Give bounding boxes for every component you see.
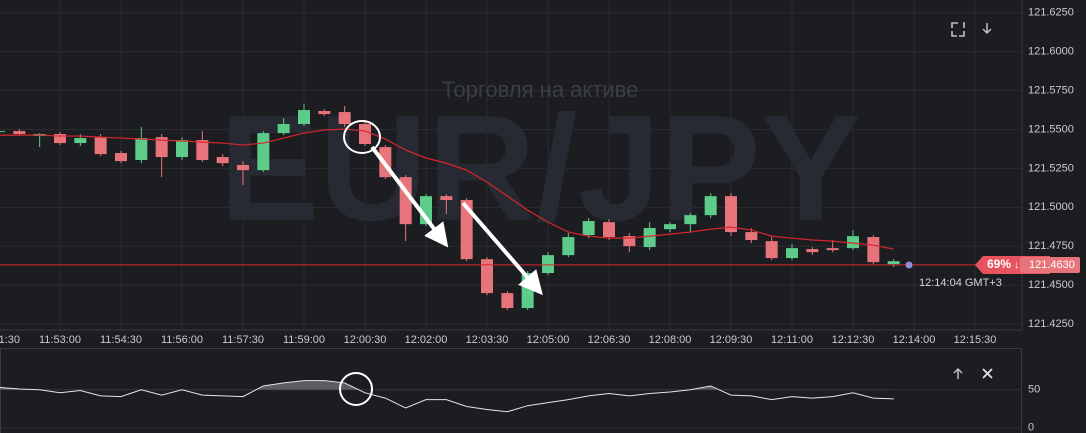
- x-tick-label: 12:00:30: [344, 334, 387, 346]
- candle-body: [887, 261, 900, 265]
- annotation-arrow: [370, 145, 449, 248]
- collapse-button[interactable]: [982, 23, 992, 35]
- oscillator-panel: [0, 348, 1022, 433]
- x-tick-label: 11:54:30: [100, 334, 142, 346]
- candle-body: [115, 153, 127, 162]
- x-tick-label: 12:02:00: [405, 334, 448, 346]
- y-tick-label: 0: [1028, 422, 1034, 433]
- candle-body: [298, 110, 310, 125]
- x-tick-label: 12:06:30: [588, 334, 631, 346]
- moving-average: [0, 128, 894, 250]
- candle-body: [176, 140, 188, 158]
- x-tick-label: 12:09:30: [710, 334, 753, 346]
- candle-body: [582, 221, 595, 236]
- y-tick-label: 121.6000: [1028, 46, 1074, 58]
- price-badge-value: [1020, 257, 1080, 273]
- x-tick-label: 11:56:00: [161, 334, 203, 346]
- x-tick-label: 11:57:30: [222, 334, 264, 346]
- candle-body: [684, 215, 697, 225]
- candle-body: [745, 232, 758, 241]
- candle-body: [542, 255, 554, 274]
- candle-body: [216, 157, 229, 164]
- candle-body: [13, 131, 26, 135]
- fullscreen-icon[interactable]: [951, 22, 965, 37]
- forecast-label: 69%: [987, 257, 1011, 271]
- candle-body: [623, 236, 636, 247]
- y-tick-label: 121.4500: [1028, 279, 1074, 291]
- candle-body: [94, 137, 107, 155]
- x-tick-label: 12:15:30: [954, 334, 997, 346]
- y-tick-label: 121.5750: [1028, 85, 1074, 97]
- candle-body: [847, 236, 859, 249]
- candle-body: [74, 138, 87, 144]
- y-tick-label: 50: [1028, 384, 1040, 396]
- x-tick-label: 11:59:00: [283, 334, 325, 346]
- candle-body: [359, 124, 371, 144]
- candle-body: [54, 134, 66, 144]
- candle-body: [643, 228, 656, 248]
- candle-body: [765, 241, 778, 259]
- candle-body: [867, 237, 880, 263]
- candle-body: [481, 259, 493, 294]
- asset-watermark: EUR/JPY: [219, 84, 861, 252]
- y-tick-label: 121.5500: [1028, 123, 1074, 135]
- candle-body: [338, 112, 351, 125]
- time-label: 12:14:04 GMT+3: [919, 277, 1002, 289]
- y-tick-label: 121.6250: [1028, 7, 1074, 19]
- candle-body: [704, 196, 717, 216]
- close-button[interactable]: [982, 368, 993, 379]
- candle-body: [562, 237, 575, 256]
- candle-body: [460, 200, 473, 260]
- candle-body: [277, 124, 290, 134]
- candle-body: [786, 248, 798, 259]
- y-tick-label: 121.4750: [1028, 240, 1074, 252]
- arrow-down: ↓: [1014, 259, 1020, 271]
- candle-body: [603, 222, 615, 238]
- x-tick-label: 12:08:00: [649, 334, 692, 346]
- candle-body: [0, 131, 5, 133]
- candle-body: [826, 248, 839, 251]
- y-tick-label: 121.4250: [1028, 318, 1074, 330]
- move-up-button[interactable]: [953, 367, 963, 379]
- candle-body: [237, 165, 249, 171]
- annotation-circle: [339, 372, 373, 406]
- candle-body: [155, 137, 168, 158]
- x-tick-label: 12:14:00: [893, 334, 936, 346]
- oscillator-line: [0, 380, 894, 413]
- candle-body: [501, 293, 514, 309]
- x-tick-label: 11:51:30: [0, 334, 20, 346]
- annotation-arrow: [461, 201, 543, 296]
- x-tick-label: 11:53:00: [39, 334, 81, 346]
- x-tick-label: 12:11:00: [771, 334, 813, 346]
- subtitle: Торговля на активе: [442, 77, 639, 102]
- candle-body: [257, 133, 270, 171]
- candle-body: [440, 196, 453, 201]
- x-tick-label: 12:03:30: [466, 334, 509, 346]
- x-tick-label: 12:05:00: [527, 334, 570, 346]
- current-point: [905, 261, 913, 269]
- candle-body: [196, 140, 209, 161]
- candle-body: [664, 224, 676, 230]
- y-tick-label: 121.5000: [1028, 201, 1074, 213]
- candle-body: [725, 196, 737, 233]
- candle-body: [318, 110, 331, 115]
- candle-body: [806, 249, 819, 253]
- candle-body: [135, 138, 148, 161]
- current-price-label: 121.4630: [1029, 259, 1075, 271]
- x-tick-label: 12:12:30: [832, 334, 875, 346]
- annotation-circle: [343, 120, 381, 154]
- y-tick-label: 121.5250: [1028, 162, 1074, 174]
